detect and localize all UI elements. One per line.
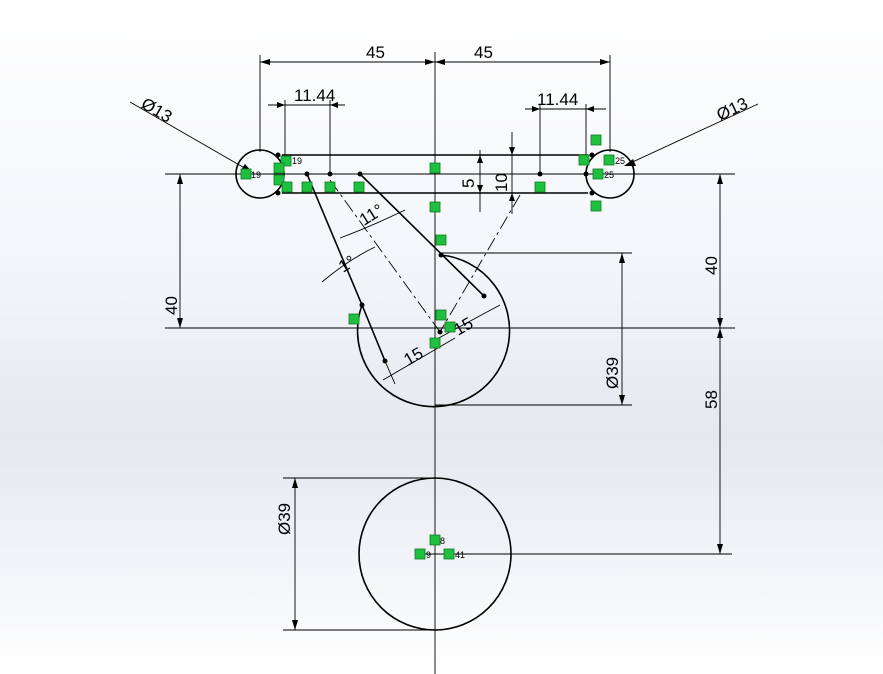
- relation-markers[interactable]: [240, 134, 615, 560]
- arrowhead: [717, 544, 723, 554]
- relation-icon: [273, 174, 285, 186]
- relation-tag: 8: [440, 536, 445, 546]
- arrowhead: [619, 253, 625, 263]
- dim-angle-11[interactable]: 11°: [356, 200, 387, 229]
- relation-icon: [348, 313, 360, 325]
- relation-icon: [429, 337, 441, 349]
- relation-icon: [444, 321, 456, 333]
- relation-icon: [280, 155, 292, 167]
- relation-icon: [429, 534, 441, 546]
- arm-left-lower-edge[interactable]: [361, 304, 386, 362]
- arrowhead: [477, 155, 483, 163]
- angled-centerline-2: [439, 194, 521, 333]
- dim-5[interactable]: 5: [459, 179, 478, 188]
- arrowhead: [260, 59, 270, 65]
- arrowhead: [330, 102, 338, 108]
- relation-icon: [301, 181, 313, 193]
- arrowhead: [624, 159, 636, 166]
- relation-icon: [590, 134, 602, 146]
- upper-circle-arc[interactable]: [356, 254, 511, 408]
- arrowhead: [292, 620, 298, 630]
- arrowhead: [509, 193, 515, 201]
- dim-dia39-lower[interactable]: Ø39: [275, 503, 294, 535]
- arrowhead: [292, 478, 298, 488]
- relation-icon: [353, 181, 365, 193]
- dim-40-right[interactable]: 40: [702, 256, 721, 275]
- arm-right-edge[interactable]: [359, 173, 485, 297]
- arrowhead: [717, 328, 723, 338]
- relation-icon: [590, 200, 602, 212]
- relation-icon: [240, 168, 252, 180]
- dim-dia13-left[interactable]: Ø13: [138, 94, 175, 127]
- dim-45-left[interactable]: 45: [366, 43, 385, 62]
- arrowhead: [532, 106, 540, 112]
- dim-line-15-right: [434, 304, 501, 341]
- arrowhead: [477, 185, 483, 193]
- relation-icon: [273, 162, 285, 174]
- angle-arc-inner: [321, 246, 376, 283]
- dim-58[interactable]: 58: [702, 390, 721, 409]
- relation-icon: [534, 181, 546, 193]
- dim-dia39-upper[interactable]: Ø39: [603, 357, 622, 389]
- angled-centerline: [329, 179, 441, 333]
- relation-icon: [414, 548, 426, 560]
- relation-icon: [443, 548, 455, 560]
- relation-icon: [281, 181, 293, 193]
- dim-10[interactable]: 10: [492, 173, 511, 192]
- dim-1144-right[interactable]: 11.44: [537, 90, 578, 109]
- relation-tag: 41: [455, 550, 465, 560]
- relation-tag: 9: [426, 550, 431, 560]
- ext-line-15-left: [384, 360, 396, 385]
- relation-tag: 19: [251, 170, 261, 180]
- relation-icon: [429, 162, 441, 174]
- arrowhead: [177, 174, 183, 184]
- arrowhead: [425, 59, 435, 65]
- dim-1144-left[interactable]: 11.44: [294, 86, 335, 105]
- arm-left-outer-edge[interactable]: [306, 173, 363, 306]
- arrowhead: [177, 318, 183, 328]
- relation-icon: [435, 309, 447, 321]
- arrowhead: [509, 147, 515, 155]
- angle-arc-outer: [339, 209, 406, 239]
- relation-tag: 25: [604, 170, 614, 180]
- arrowhead: [717, 174, 723, 184]
- arrowhead: [586, 106, 594, 112]
- relation-icon: [578, 154, 590, 166]
- relation-icon: [324, 181, 336, 193]
- dim-dia13-right[interactable]: Ø13: [714, 94, 751, 125]
- arrowhead: [619, 395, 625, 405]
- relation-tag: 19: [292, 156, 302, 166]
- leader-dia13-left: [129, 101, 249, 171]
- dim-15-left[interactable]: 15: [401, 344, 427, 370]
- leader-dia13-right: [625, 103, 759, 166]
- arrowhead: [277, 102, 285, 108]
- relation-icon: [435, 234, 447, 246]
- dim-angle-1[interactable]: 1°: [335, 252, 359, 277]
- sketch-points: [275, 152, 595, 364]
- relation-tag: 25: [615, 156, 625, 166]
- relation-icon: [603, 154, 615, 166]
- arrowhead: [600, 59, 610, 65]
- arrowhead: [717, 318, 723, 328]
- relation-icon: [592, 168, 604, 180]
- dim-45-right[interactable]: 45: [474, 43, 493, 62]
- dim-line-15-left: [382, 337, 456, 381]
- relation-icon: [429, 201, 441, 213]
- arrowhead: [435, 59, 445, 65]
- dim-40-left[interactable]: 40: [162, 296, 181, 315]
